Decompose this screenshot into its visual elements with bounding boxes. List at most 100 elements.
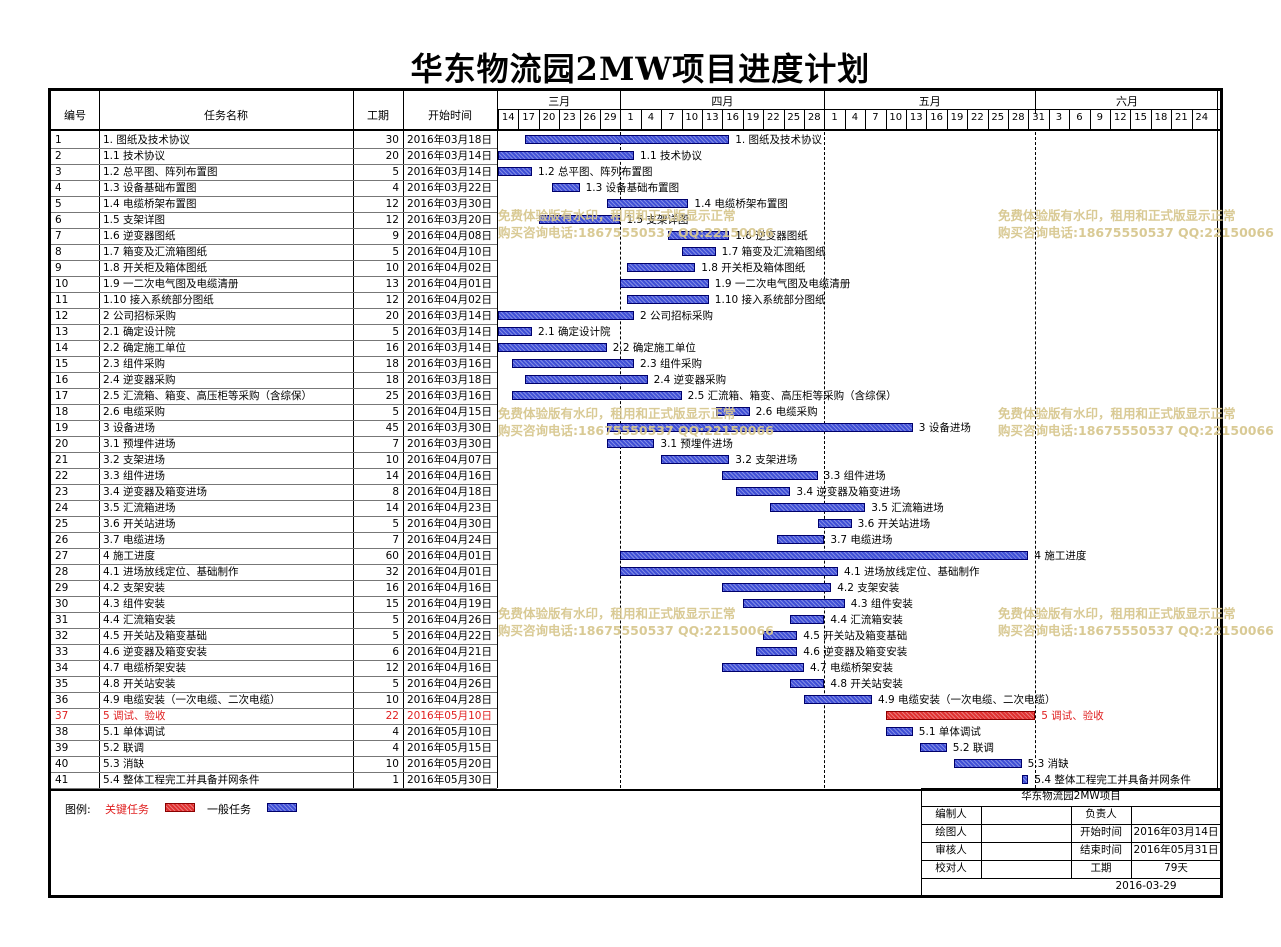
task-start: 2016年03月14日 <box>407 342 492 354</box>
task-bar <box>790 679 825 688</box>
day-label: 13 <box>705 112 719 123</box>
task-bar <box>498 311 634 320</box>
legend-critical-label: 关键任务 <box>105 803 149 816</box>
task-id: 35 <box>55 678 69 690</box>
task-duration: 6 <box>392 646 399 658</box>
task-start: 2016年04月24日 <box>407 534 492 546</box>
task-start: 2016年04月01日 <box>407 278 492 290</box>
tb-col-line <box>921 788 922 896</box>
table-row: 28 4.1 进场放线定位、基础制作 32 2016年04月01日 <box>51 564 1221 580</box>
task-start: 2016年03月18日 <box>407 374 492 386</box>
day-divider <box>1028 109 1030 129</box>
task-duration: 5 <box>392 326 399 338</box>
task-start: 2016年04月01日 <box>407 566 492 578</box>
task-duration: 7 <box>392 534 399 546</box>
task-start: 2016年04月22日 <box>407 630 492 642</box>
row-divider <box>51 260 497 261</box>
row-divider <box>51 324 497 325</box>
task-bar-label: 1.7 箱变及汇流箱图纸 <box>721 246 826 258</box>
task-start: 2016年03月22日 <box>407 182 492 194</box>
task-duration: 5 <box>392 518 399 530</box>
table-row: 14 2.2 确定施工单位 16 2016年03月14日 <box>51 340 1221 356</box>
tb-date: 2016-03-29 <box>1115 880 1177 892</box>
task-name: 2.3 组件采购 <box>103 358 166 370</box>
table-row: 9 1.8 开关柜及箱体图纸 10 2016年04月02日 <box>51 260 1221 276</box>
watermark-6a: 免费体验版有水印，租用和正式版显示正常 <box>998 606 1236 621</box>
task-duration: 10 <box>385 694 399 706</box>
task-name: 3.7 电缆进场 <box>103 534 166 546</box>
row-divider <box>51 564 497 565</box>
task-bar <box>627 263 696 272</box>
table-row: 7 1.6 逆变器图纸 9 2016年04月08日 <box>51 228 1221 244</box>
row-divider <box>51 644 497 645</box>
task-id: 10 <box>55 278 69 290</box>
task-id: 40 <box>55 758 69 770</box>
task-bar <box>511 391 682 400</box>
task-name: 5.2 联调 <box>103 742 145 754</box>
task-id: 11 <box>55 294 69 306</box>
row-divider <box>51 660 497 661</box>
task-bar-label: 3.1 预埋件进场 <box>660 438 733 450</box>
month-divider <box>620 91 622 114</box>
task-bar <box>722 583 832 592</box>
day-divider <box>946 109 948 129</box>
table-row: 20 3.1 预埋件进场 7 2016年03月30日 <box>51 436 1221 452</box>
task-id: 39 <box>55 742 69 754</box>
task-name: 1.8 开关柜及箱体图纸 <box>103 262 208 274</box>
task-id: 41 <box>55 774 69 786</box>
day-label: 31 <box>1032 112 1045 123</box>
watermark-5a: 免费体验版有水印，租用和正式版显示正常 <box>498 606 736 621</box>
task-start: 2016年04月19日 <box>407 598 492 610</box>
task-duration: 5 <box>392 246 399 258</box>
task-start: 2016年04月16日 <box>407 582 492 594</box>
task-start: 2016年04月23日 <box>407 502 492 514</box>
day-divider <box>763 109 765 129</box>
task-duration: 5 <box>392 614 399 626</box>
table-row: 19 3 设备进场 45 2016年03月30日 <box>51 420 1221 436</box>
task-start: 2016年03月30日 <box>407 422 492 434</box>
task-bar <box>620 551 1029 560</box>
task-name: 4.6 逆变器及箱变安装 <box>103 646 208 658</box>
task-duration: 9 <box>392 230 399 242</box>
task-name: 1.3 设备基础布置图 <box>103 182 197 194</box>
task-id: 22 <box>55 470 69 482</box>
task-start: 2016年04月21日 <box>407 646 492 658</box>
day-divider <box>518 109 520 129</box>
table-row: 35 4.8 开关站安装 5 2016年04月26日 <box>51 676 1221 692</box>
watermark-6b: 购买咨询电话:18675550537 QQ:22150066 <box>998 623 1274 638</box>
task-id: 17 <box>55 390 69 402</box>
month-label: 三月 <box>548 95 571 108</box>
task-name: 4.4 汇流箱安装 <box>103 614 176 626</box>
task-id: 1 <box>55 134 62 146</box>
month-divider <box>824 91 826 114</box>
task-bar <box>770 503 866 512</box>
task-start: 2016年03月14日 <box>407 310 492 322</box>
task-bar <box>681 247 716 256</box>
task-bar <box>953 759 1022 768</box>
task-bar <box>498 327 532 336</box>
task-id: 38 <box>55 726 69 738</box>
task-id: 20 <box>55 438 69 450</box>
task-name: 2 公司招标采购 <box>103 310 177 322</box>
task-start: 2016年03月20日 <box>407 214 492 226</box>
task-duration: 20 <box>385 310 399 322</box>
task-bar-label: 4.4 汇流箱安装 <box>830 614 903 626</box>
task-name: 2.1 确定设计院 <box>103 326 176 338</box>
task-start: 2016年04月15日 <box>407 406 492 418</box>
day-divider <box>1130 109 1132 129</box>
tb-start: 2016年03月14日 <box>1133 826 1219 838</box>
task-start: 2016年03月30日 <box>407 198 492 210</box>
table-row: 23 3.4 逆变器及箱变进场 8 2016年04月18日 <box>51 484 1221 500</box>
day-divider <box>783 109 785 129</box>
task-bar-label: 3.4 逆变器及箱变进场 <box>796 486 901 498</box>
table-row: 29 4.2 支架安装 16 2016年04月16日 <box>51 580 1221 596</box>
task-bar <box>525 135 730 144</box>
table-row: 3 1.2 总平图、阵列布置图 5 2016年03月14日 <box>51 164 1221 180</box>
header-name: 任务名称 <box>204 109 248 122</box>
task-duration: 18 <box>385 374 399 386</box>
task-duration: 60 <box>385 550 399 562</box>
task-id: 27 <box>55 550 69 562</box>
table-row: 10 1.9 一二次电气图及电缆清册 13 2016年04月01日 <box>51 276 1221 292</box>
month-day-divider <box>498 109 1221 110</box>
row-divider <box>51 532 497 533</box>
